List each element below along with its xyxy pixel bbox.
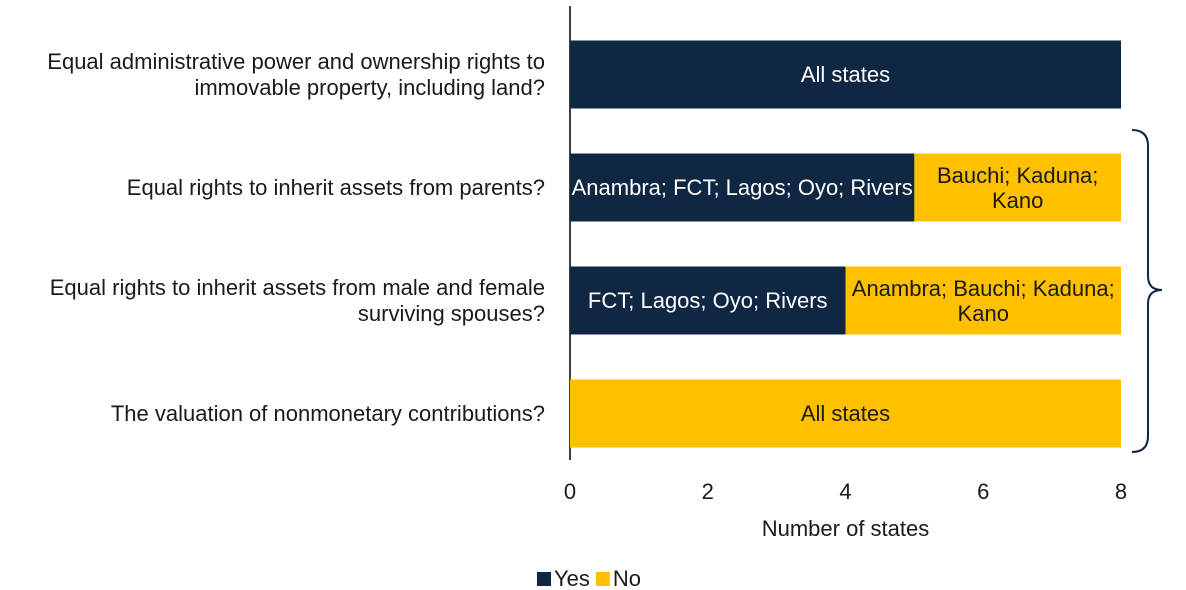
bar-segment <box>570 153 915 222</box>
category-label: Equal rights to inherit assets from male… <box>49 274 545 326</box>
segment-label: Anambra; FCT; Lagos; Oyo; Rivers <box>571 175 913 200</box>
x-tick-label: 2 <box>702 479 714 504</box>
x-tick-label: 8 <box>1115 479 1127 504</box>
brace <box>1131 129 1163 453</box>
segment-label: FCT; Lagos; Oyo; Rivers <box>587 288 828 313</box>
bar-segment <box>570 40 1121 109</box>
x-tick-label: 4 <box>839 479 851 504</box>
segment-label: All states <box>800 401 891 426</box>
category-label: Equal administrative power and ownership… <box>47 48 545 100</box>
x-tick-label: 0 <box>564 479 576 504</box>
x-axis-label: Number of states <box>762 516 930 541</box>
legend-swatch <box>595 572 610 586</box>
bar-segment <box>570 266 846 335</box>
segment-label: Bauchi; Kaduna; Kano <box>936 162 1099 213</box>
bar-segment <box>914 153 1121 222</box>
legend-label: Yes <box>554 566 590 590</box>
x-tick-label: 6 <box>977 479 989 504</box>
segment-label: All states <box>800 62 891 87</box>
segment-label: Anambra; Bauchi; Kaduna; Kano <box>851 275 1115 326</box>
legend-label: No <box>613 566 641 590</box>
bar-segment <box>845 266 1121 335</box>
category-label: The valuation of nonmonetary contributio… <box>110 400 545 426</box>
category-label: Equal rights to inherit assets from pare… <box>126 174 545 200</box>
bar-segment <box>570 379 1121 448</box>
legend-swatch <box>537 572 551 586</box>
